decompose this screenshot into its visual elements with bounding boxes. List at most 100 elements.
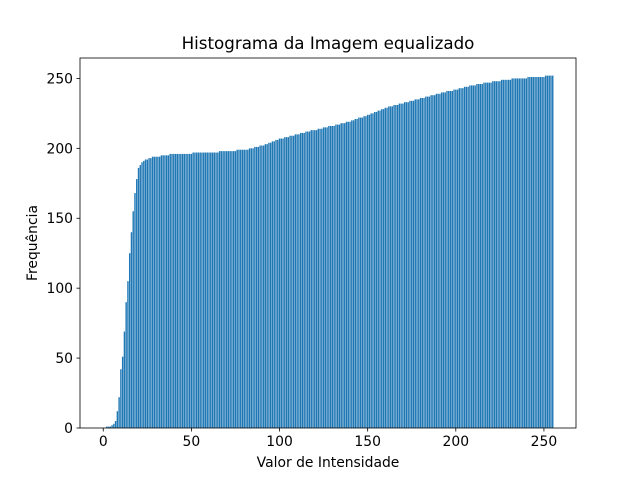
bar — [326, 127, 328, 429]
bar — [292, 135, 295, 428]
bar — [527, 77, 529, 428]
bar — [180, 153, 182, 429]
bar — [340, 123, 342, 428]
bar — [114, 421, 117, 428]
x-tick-label: 0 — [99, 434, 108, 450]
bar — [479, 84, 482, 429]
bar — [166, 155, 168, 428]
bar — [356, 118, 358, 428]
bar — [416, 99, 418, 428]
bar — [467, 86, 469, 428]
bar — [411, 100, 413, 428]
bar — [398, 103, 401, 429]
bar — [157, 156, 159, 428]
bar — [372, 113, 374, 429]
bar — [485, 82, 487, 429]
bar — [534, 77, 536, 428]
bar — [247, 149, 249, 429]
bar — [382, 109, 385, 428]
bar — [449, 91, 452, 428]
bar — [456, 89, 459, 428]
bar — [270, 142, 272, 428]
bar — [446, 91, 448, 428]
bar — [476, 84, 478, 429]
bar — [259, 145, 261, 429]
bar — [453, 89, 455, 428]
bar — [144, 159, 147, 428]
bar — [116, 411, 119, 428]
bar — [181, 153, 184, 429]
bar — [192, 152, 194, 428]
bar — [342, 123, 344, 428]
bar — [513, 78, 515, 429]
x-tick-label: 200 — [443, 434, 470, 450]
bar — [352, 120, 355, 428]
bar — [294, 134, 297, 428]
bar — [240, 149, 242, 429]
bar — [500, 79, 503, 428]
bar — [400, 103, 402, 429]
bar — [264, 144, 267, 428]
bar — [176, 153, 178, 429]
bar — [229, 151, 231, 428]
bar — [516, 78, 519, 429]
bar — [273, 141, 275, 429]
bar — [462, 88, 464, 429]
y-tick-label: 250 — [46, 71, 73, 87]
bar — [481, 84, 483, 429]
bar — [349, 121, 351, 429]
bar — [366, 114, 369, 428]
bar — [458, 88, 461, 429]
bar — [370, 113, 372, 429]
bar — [402, 103, 404, 429]
bar — [321, 128, 323, 428]
y-tick-label: 50 — [55, 351, 73, 367]
bar — [319, 128, 321, 428]
bar — [213, 152, 216, 428]
bar — [375, 111, 378, 428]
bar — [197, 152, 200, 428]
bar — [525, 78, 528, 429]
bar — [546, 75, 549, 428]
bar — [439, 93, 441, 429]
bar — [314, 130, 316, 429]
bar — [425, 96, 427, 428]
bar — [509, 79, 512, 428]
bar — [148, 158, 150, 428]
bar — [455, 89, 457, 428]
bar — [474, 85, 476, 428]
bar — [395, 104, 397, 428]
bar — [225, 151, 228, 428]
bar — [333, 125, 335, 429]
bar — [317, 128, 320, 428]
bar — [187, 153, 189, 429]
bar — [284, 137, 286, 428]
bar — [550, 75, 552, 428]
bar — [523, 78, 526, 429]
bar — [548, 75, 550, 428]
bar — [426, 96, 429, 428]
bar — [153, 156, 156, 428]
bar — [358, 117, 360, 429]
bar — [497, 81, 499, 428]
bar — [379, 110, 381, 428]
bar — [499, 81, 501, 428]
bar — [169, 153, 171, 429]
bar — [146, 159, 149, 428]
bar — [442, 92, 445, 428]
bar — [220, 151, 223, 428]
bar — [543, 77, 545, 428]
bar — [518, 78, 520, 429]
bar — [502, 79, 505, 428]
bar — [361, 117, 364, 429]
x-tick-label: 150 — [354, 434, 381, 450]
bar — [132, 211, 134, 428]
y-tick-label: 200 — [46, 141, 73, 157]
bar — [298, 134, 300, 428]
bar — [433, 95, 436, 428]
bar — [127, 281, 129, 428]
bar — [389, 106, 392, 429]
bar — [405, 102, 408, 429]
bar — [465, 86, 468, 428]
bar — [287, 137, 290, 428]
